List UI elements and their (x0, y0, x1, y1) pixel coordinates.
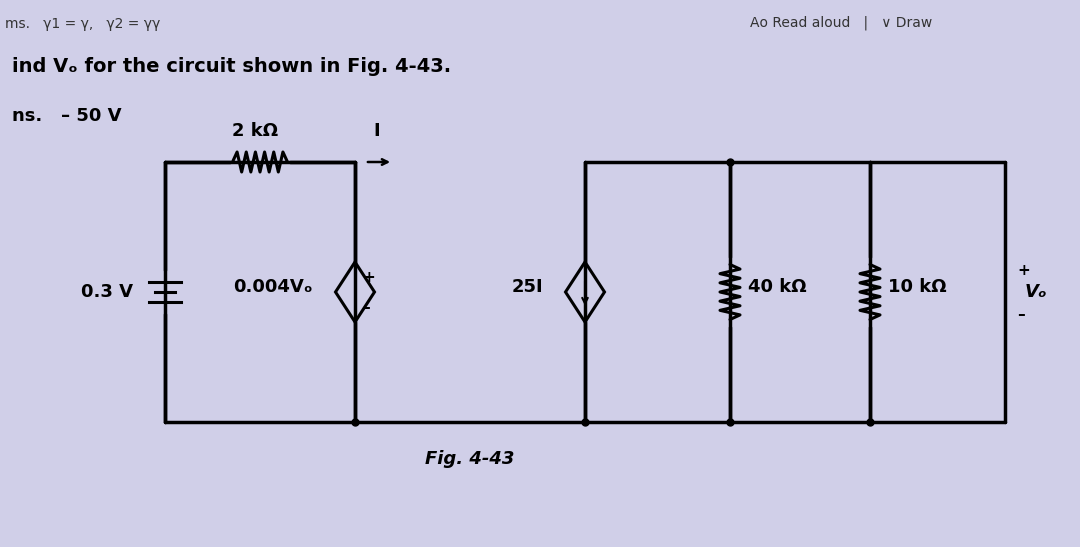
Text: +: + (362, 270, 375, 284)
Text: –: – (362, 300, 369, 315)
Text: Vₒ: Vₒ (1025, 283, 1048, 301)
Text: –: – (1017, 306, 1025, 322)
Text: 0.3 V: 0.3 V (81, 283, 133, 301)
Text: 2 kΩ: 2 kΩ (232, 122, 278, 140)
Text: +: + (1017, 263, 1029, 277)
Text: Fig. 4-43: Fig. 4-43 (426, 450, 515, 468)
Text: ns.   – 50 V: ns. – 50 V (12, 107, 121, 125)
Text: I: I (373, 122, 380, 140)
Text: ind Vₒ for the circuit shown in Fig. 4-43.: ind Vₒ for the circuit shown in Fig. 4-4… (12, 57, 451, 76)
Text: 25I: 25I (511, 278, 543, 296)
Text: 10 kΩ: 10 kΩ (888, 278, 947, 296)
Text: Aᴏ Read aloud   |   ∨ Draw: Aᴏ Read aloud | ∨ Draw (750, 15, 932, 30)
Text: ms.   γ1 = γ,   γ2 = γγ: ms. γ1 = γ, γ2 = γγ (5, 17, 160, 31)
Text: 0.004Vₒ: 0.004Vₒ (233, 278, 313, 296)
Text: 40 kΩ: 40 kΩ (748, 278, 807, 296)
